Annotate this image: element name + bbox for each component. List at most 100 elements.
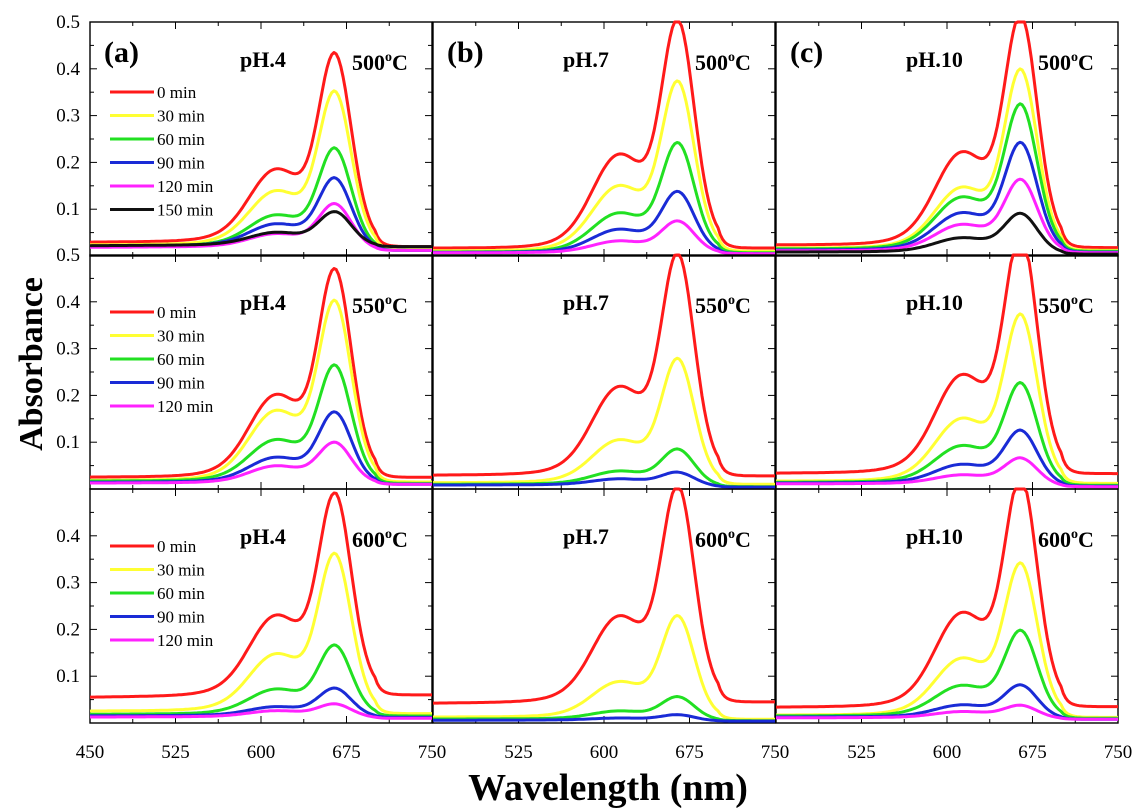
y-tick-labels: 0.1 0.2 0.3 0.4 0.5 0.1 0.2 0.3 0.4 0.5 0.1 0.2 0.3 0… <box>56 12 80 687</box>
ph-label: pH.4 <box>240 290 286 315</box>
y-tick-label: 0.3 <box>56 339 80 360</box>
series-line-150-min <box>89 210 432 249</box>
temperature-label: 600oC <box>352 527 408 552</box>
legend-entry-label: 60 min <box>157 584 205 603</box>
legend-entry-label: 120 min <box>157 177 214 196</box>
x-tick-label: 600 <box>590 742 619 763</box>
x-tick-label: 750 <box>418 742 447 763</box>
x-tick-label: 675 <box>675 742 704 763</box>
y-tick-label: 0.5 <box>56 245 80 266</box>
x-tick-label: 675 <box>332 742 361 763</box>
legend-entry-label: 150 min <box>157 201 214 220</box>
legend: 0 min 30 min 60 min 90 min 120 min <box>110 537 214 650</box>
y-tick-label: 0.1 <box>56 432 80 453</box>
panel-tick-marks <box>775 488 1119 723</box>
ph-label: pH.10 <box>906 47 963 72</box>
series-line-0-min <box>89 267 432 479</box>
legend: 0 min 30 min 60 min 90 min 120 min <box>110 303 214 416</box>
ph-label: pH.10 <box>906 290 963 315</box>
y-tick-label: 0.4 <box>56 526 80 547</box>
series-line-0-min <box>776 487 1118 709</box>
legend-entry-label: 0 min <box>157 303 197 322</box>
temperature-label: 500oC <box>352 50 408 75</box>
series-line-0-min <box>776 253 1118 476</box>
panel-1-1: pH.7 550oC <box>432 253 776 490</box>
x-axis-title: Wavelength (nm) <box>468 767 748 808</box>
ph-label: pH.7 <box>563 524 609 549</box>
temperature-label: 500oC <box>695 50 751 75</box>
series-line-60-min <box>776 381 1118 487</box>
legend-entry-label: 120 min <box>157 631 214 650</box>
series-line-30-min <box>433 614 775 721</box>
panel-letter-label: (b) <box>447 36 484 69</box>
series-line-30-min <box>776 561 1118 719</box>
x-tick-labels: 450 525 525 525 600 600 600 675 675 675 750 750 750 <box>76 742 1133 763</box>
panel-letter-label: (a) <box>104 36 139 69</box>
legend: 0 min 30 min 60 min 90 min 120 min 150 min <box>110 83 214 220</box>
panel-tick-marks <box>89 254 433 489</box>
x-tick-label: 750 <box>761 742 790 763</box>
panel-0-0: (a) pH.4 500oC 0 min 30 min 60 min 90 min 120 m… <box>89 21 433 257</box>
y-tick-label: 0.3 <box>56 573 80 594</box>
series-line-30-min <box>776 67 1118 252</box>
ph-label: pH.7 <box>563 290 609 315</box>
panel-tick-marks <box>432 21 776 256</box>
panel-1-2: pH.10 550oC <box>775 253 1119 490</box>
series-line-0-min <box>775 20 1118 250</box>
x-tick-label: 675 <box>1018 742 1047 763</box>
legend-entry-label: 90 min <box>157 608 205 627</box>
legend-entry-label: 60 min <box>157 130 205 149</box>
legend-entry-label: 60 min <box>157 350 205 369</box>
temperature-label: 600oC <box>1038 527 1094 552</box>
ph-label: pH.10 <box>906 524 963 549</box>
series-line-0-min <box>433 487 775 705</box>
y-tick-label: 0.2 <box>56 619 80 640</box>
series-line-30-min <box>90 298 432 484</box>
x-tick-label: 525 <box>504 742 533 763</box>
temperature-label: 600oC <box>695 527 751 552</box>
legend-entry-label: 0 min <box>157 537 197 556</box>
temperature-label: 550oC <box>1038 293 1094 318</box>
panels-grid: (a) pH.4 500oC 0 min 30 min 60 min 90 min 120 m… <box>89 20 1119 724</box>
series-line-30-min <box>776 312 1118 485</box>
series-line-120-min <box>433 219 775 256</box>
x-tick-label: 525 <box>161 742 190 763</box>
y-tick-label: 0.2 <box>56 152 80 173</box>
series-line-150-min <box>776 211 1118 256</box>
x-tick-label: 450 <box>76 742 105 763</box>
y-tick-label: 0.5 <box>56 12 80 33</box>
panel-1-0: pH.4 550oC 0 min 30 min 60 min 90 min 120 min <box>89 254 433 490</box>
legend-entry-label: 90 min <box>157 154 205 173</box>
x-tick-label: 600 <box>247 742 276 763</box>
legend-entry-label: 120 min <box>157 397 214 416</box>
series-line-60-min <box>90 643 432 718</box>
ph-label: pH.4 <box>240 524 286 549</box>
legend-entry-label: 0 min <box>157 83 197 102</box>
series-line-90-min <box>433 470 775 489</box>
y-tick-label: 0.1 <box>56 199 80 220</box>
panel-2-1: pH.7 600oC <box>432 487 776 724</box>
y-tick-label: 0.3 <box>56 106 80 127</box>
x-tick-label: 525 <box>847 742 876 763</box>
ph-label: pH.7 <box>563 47 609 72</box>
legend-entry-label: 90 min <box>157 374 205 393</box>
legend-entry-label: 30 min <box>157 107 205 126</box>
series-line-90-min <box>433 713 775 723</box>
x-tick-label: 750 <box>1104 742 1133 763</box>
series-line-30-min <box>433 356 775 486</box>
series-line-0-min <box>433 20 775 250</box>
panel-tick-marks <box>89 21 433 256</box>
panel-letter-label: (c) <box>790 36 823 69</box>
series-line-120-min <box>90 702 432 720</box>
panel-2-2: pH.10 600oC <box>775 487 1119 724</box>
temperature-label: 550oC <box>695 293 751 318</box>
legend-entry-label: 30 min <box>157 561 205 580</box>
series-line-30-min <box>89 551 432 716</box>
series-line-120-min <box>90 440 432 486</box>
y-tick-label: 0.1 <box>56 666 80 687</box>
ph-label: pH.4 <box>240 47 286 72</box>
y-tick-label: 0.4 <box>56 292 80 313</box>
panel-tick-marks <box>432 254 776 489</box>
y-tick-label: 0.4 <box>56 59 80 80</box>
